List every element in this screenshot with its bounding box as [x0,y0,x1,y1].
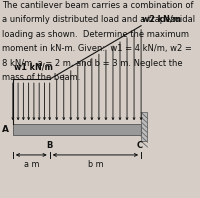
Text: B: B [47,141,53,150]
Text: The cantilever beam carries a combination of: The cantilever beam carries a combinatio… [2,1,193,10]
Text: 8 kN/m, a = 2 m, and b = 3 m. Neglect the: 8 kN/m, a = 2 m, and b = 3 m. Neglect th… [2,59,182,68]
Text: loading as shown.  Determine the maximum: loading as shown. Determine the maximum [2,30,189,39]
Text: w1 kN/m: w1 kN/m [14,62,53,71]
Text: w2 kN/m: w2 kN/m [142,15,181,24]
Text: b m: b m [88,160,103,169]
Text: C: C [136,141,143,150]
Bar [13,124,141,135]
Text: a m: a m [24,160,39,169]
Text: mass of the beam.: mass of the beam. [2,73,80,82]
Text: moment in kN-m. Given:  w1 = 4 kN/m, w2 =: moment in kN-m. Given: w1 = 4 kN/m, w2 = [2,44,191,53]
Bar [141,112,147,141]
Text: a uniformly distributed load and a trapezoidal: a uniformly distributed load and a trape… [2,15,195,24]
Text: A: A [2,125,9,134]
